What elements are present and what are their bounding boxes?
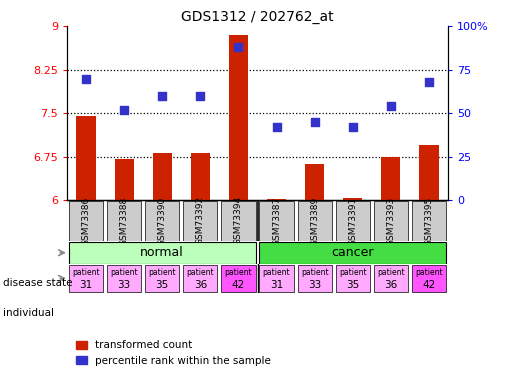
Text: 36: 36	[194, 280, 207, 290]
Bar	[114, 159, 134, 201]
Text: normal: normal	[141, 246, 184, 259]
Text: patient: patient	[377, 268, 405, 277]
Text: 42: 42	[232, 280, 245, 290]
Point	[234, 44, 243, 50]
Point	[311, 119, 319, 125]
Text: patient: patient	[225, 268, 252, 277]
Bar	[305, 165, 324, 201]
Text: patient: patient	[263, 268, 290, 277]
Text: patient: patient	[415, 268, 443, 277]
FancyBboxPatch shape	[336, 201, 370, 241]
Text: GSM73387: GSM73387	[272, 196, 281, 246]
Bar	[419, 145, 439, 201]
Point	[349, 124, 357, 130]
FancyBboxPatch shape	[374, 201, 408, 241]
Text: patient: patient	[339, 268, 367, 277]
Text: GSM73394: GSM73394	[234, 196, 243, 246]
Text: GSM73386: GSM73386	[81, 196, 91, 246]
Point	[387, 104, 395, 110]
Point	[196, 93, 204, 99]
Text: GSM73393: GSM73393	[386, 196, 396, 246]
Text: 33: 33	[117, 280, 131, 290]
FancyBboxPatch shape	[260, 265, 294, 292]
Text: GSM73391: GSM73391	[348, 196, 357, 246]
FancyBboxPatch shape	[298, 265, 332, 292]
Bar	[382, 157, 401, 201]
Bar	[76, 116, 96, 201]
FancyBboxPatch shape	[221, 265, 255, 292]
Text: individual: individual	[3, 308, 54, 318]
Text: disease state: disease state	[3, 278, 72, 288]
Point	[272, 124, 281, 130]
Text: GSM73390: GSM73390	[158, 196, 167, 246]
FancyBboxPatch shape	[183, 265, 217, 292]
FancyBboxPatch shape	[260, 201, 294, 241]
Text: GSM73388: GSM73388	[119, 196, 129, 246]
FancyBboxPatch shape	[69, 265, 103, 292]
Text: GSM73389: GSM73389	[310, 196, 319, 246]
FancyBboxPatch shape	[69, 242, 255, 264]
Text: patient: patient	[110, 268, 138, 277]
Text: patient: patient	[148, 268, 176, 277]
FancyBboxPatch shape	[260, 242, 446, 264]
Point	[158, 93, 166, 99]
Text: patient: patient	[186, 268, 214, 277]
Bar	[191, 153, 210, 201]
Text: 31: 31	[79, 280, 93, 290]
FancyBboxPatch shape	[298, 201, 332, 241]
Text: 42: 42	[422, 280, 436, 290]
Text: 36: 36	[384, 280, 398, 290]
Text: cancer: cancer	[332, 246, 374, 259]
FancyBboxPatch shape	[145, 201, 179, 241]
FancyBboxPatch shape	[336, 265, 370, 292]
Title: GDS1312 / 202762_at: GDS1312 / 202762_at	[181, 10, 334, 24]
Text: 35: 35	[156, 280, 169, 290]
Text: 35: 35	[346, 280, 359, 290]
Text: GSM73392: GSM73392	[196, 196, 205, 246]
Point	[120, 107, 128, 113]
Bar	[344, 198, 363, 201]
Point	[82, 75, 90, 81]
Bar	[267, 199, 286, 201]
FancyBboxPatch shape	[107, 265, 141, 292]
FancyBboxPatch shape	[221, 201, 255, 241]
FancyBboxPatch shape	[107, 201, 141, 241]
FancyBboxPatch shape	[69, 201, 103, 241]
FancyBboxPatch shape	[412, 201, 446, 241]
Legend: transformed count, percentile rank within the sample: transformed count, percentile rank withi…	[72, 336, 275, 370]
FancyBboxPatch shape	[183, 201, 217, 241]
Text: patient: patient	[301, 268, 329, 277]
Bar	[229, 35, 248, 201]
FancyBboxPatch shape	[145, 265, 179, 292]
Point	[425, 79, 433, 85]
FancyBboxPatch shape	[412, 265, 446, 292]
Text: GSM73395: GSM73395	[424, 196, 434, 246]
Text: patient: patient	[72, 268, 100, 277]
Text: 33: 33	[308, 280, 321, 290]
FancyBboxPatch shape	[374, 265, 408, 292]
Text: 31: 31	[270, 280, 283, 290]
Bar	[153, 153, 172, 201]
